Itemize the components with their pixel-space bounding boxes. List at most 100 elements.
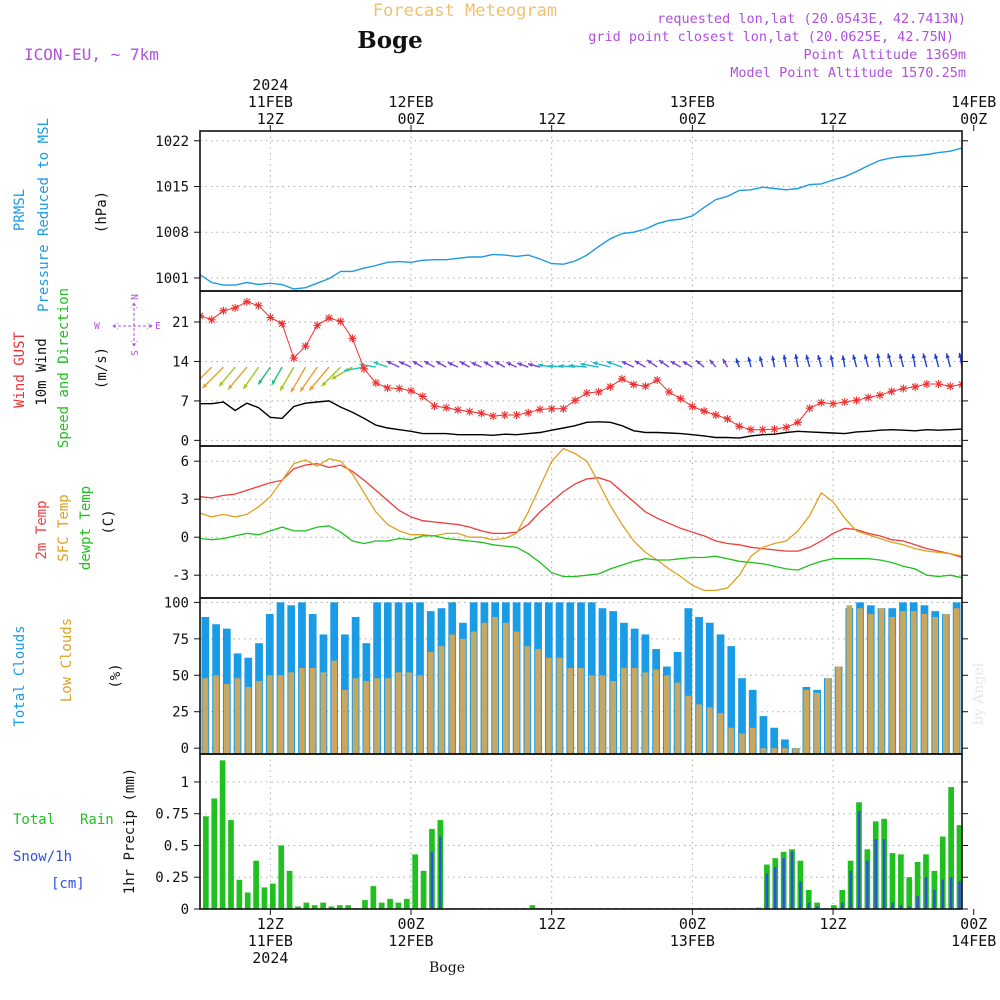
arrow-shaft bbox=[279, 366, 295, 391]
low-cloud-bar bbox=[814, 692, 820, 754]
precip-panel-labels: Total Rain Snow/1h [cm] 1hr Precip (mm) bbox=[13, 768, 138, 894]
arrow-shaft bbox=[299, 366, 318, 392]
x-tick-label-top: 12Z bbox=[819, 110, 846, 128]
rain-bar bbox=[328, 906, 335, 909]
wind-direction-arrow bbox=[898, 353, 905, 368]
temp2m-label: 2m Temp bbox=[34, 500, 50, 559]
low-cloud-bar bbox=[588, 675, 595, 754]
grid-point-coords: grid point closest lon,lat (20.0625E, 42… bbox=[588, 29, 954, 45]
low-cloud-bar bbox=[706, 707, 713, 754]
arrow-head bbox=[506, 362, 512, 367]
wind-direction-arrow bbox=[580, 362, 599, 368]
rain-bar bbox=[345, 905, 352, 909]
y-tick-label: 6 bbox=[181, 454, 189, 470]
arrow-head bbox=[271, 379, 276, 385]
rain-bar bbox=[898, 854, 904, 909]
gust-marker bbox=[348, 334, 357, 343]
y-tick-label: 1015 bbox=[155, 180, 189, 196]
gust-marker bbox=[324, 314, 333, 323]
gust-marker bbox=[899, 384, 908, 393]
gust-marker bbox=[793, 418, 802, 427]
x-tick-label-bottom: 12Z bbox=[819, 915, 846, 933]
wind-direction-arrow bbox=[782, 354, 787, 368]
wind-direction-arrow bbox=[386, 360, 400, 368]
x-tick-label-top: 12FEB bbox=[388, 93, 433, 111]
wind-direction-arrow bbox=[709, 359, 717, 368]
y-tick-label: 1001 bbox=[155, 271, 189, 287]
x-tick-label-top: 00Z bbox=[960, 110, 987, 128]
arrow-head bbox=[805, 354, 810, 360]
x-tick-label-bottom: 00Z bbox=[679, 915, 706, 933]
arrow-head bbox=[829, 355, 834, 360]
rain-bar bbox=[906, 877, 913, 909]
rain-bar bbox=[211, 798, 218, 909]
gust-marker bbox=[711, 411, 720, 419]
snow-bar bbox=[430, 851, 434, 909]
snow-bar bbox=[958, 881, 961, 909]
pressure-msl-label: Pressure Reduced to MSL bbox=[36, 118, 52, 312]
wind-direction-arrow bbox=[373, 361, 388, 368]
x-tick-label-bottom: 14FEB bbox=[951, 932, 996, 950]
x-tick-label-top: 00Z bbox=[679, 110, 706, 128]
wind-direction-arrow bbox=[470, 361, 482, 368]
wind-direction-arrow bbox=[321, 366, 342, 387]
low-cloud-bar bbox=[266, 675, 273, 754]
wind-direction-arrow bbox=[459, 360, 470, 368]
snow-bar bbox=[815, 906, 819, 909]
compass-w: W bbox=[94, 321, 100, 332]
low-cloud-bar bbox=[331, 660, 338, 754]
wind-direction-arrow bbox=[279, 366, 295, 391]
low-cloud-bar bbox=[256, 681, 262, 754]
x-tick-label-top: 2024 bbox=[252, 76, 288, 94]
clouds-panel-labels: Total Clouds Low Clouds (%) by Angel bbox=[12, 618, 987, 727]
arrow-head bbox=[228, 384, 233, 390]
arrow-head bbox=[735, 358, 740, 364]
arrow-head bbox=[386, 361, 392, 366]
snow-bar bbox=[907, 906, 911, 909]
y-tick-label: 100 bbox=[164, 595, 189, 611]
arrow-head bbox=[280, 385, 285, 391]
arrow-head bbox=[794, 354, 799, 359]
axis-layer: 1001 1008 1015 1022 0 7 14 21 -3 0 3 6 0 25 50 75 100 0 0.… bbox=[155, 76, 996, 967]
arrow-head bbox=[876, 353, 881, 359]
panel-frame bbox=[199, 290, 963, 447]
wind-direction-arrow bbox=[658, 359, 670, 368]
x-tick-label-top: 00Z bbox=[397, 110, 424, 128]
gust-marker bbox=[653, 376, 662, 385]
wind-direction-arrow bbox=[794, 354, 799, 368]
arrow-head bbox=[658, 360, 664, 365]
gust-marker bbox=[735, 422, 744, 431]
snow-bar bbox=[933, 889, 936, 909]
arrow-head bbox=[841, 355, 846, 361]
arrow-head bbox=[592, 361, 598, 366]
gust-marker bbox=[535, 405, 544, 414]
gust-marker bbox=[407, 386, 416, 395]
x-tick-label-top: 14FEB bbox=[951, 93, 996, 111]
rain-label: Rain bbox=[80, 812, 114, 828]
arrow-head bbox=[696, 360, 701, 365]
low-cloud-bar bbox=[524, 646, 531, 754]
x-tick-label-bottom: 13FEB bbox=[670, 932, 715, 950]
pressure-series bbox=[200, 147, 962, 290]
snow-bar bbox=[790, 851, 794, 909]
wind-direction-arrow bbox=[876, 353, 881, 368]
arrow-shaft bbox=[201, 366, 224, 389]
gust-marker bbox=[629, 380, 638, 389]
gust-marker bbox=[453, 405, 462, 414]
gust-marker bbox=[207, 315, 216, 324]
gust-marker bbox=[676, 394, 685, 403]
wind-direction-arrow bbox=[218, 366, 236, 387]
arrow-head bbox=[606, 361, 612, 366]
rain-bar bbox=[412, 854, 419, 909]
low-cloud-bar bbox=[889, 616, 896, 754]
rain-bar bbox=[378, 902, 385, 909]
wind-direction-arrow bbox=[483, 361, 494, 368]
low-cloud-bar bbox=[728, 727, 735, 754]
total-cloud-bar bbox=[781, 739, 789, 754]
wind-direction-arrow bbox=[290, 366, 307, 393]
y-tick-label: 1008 bbox=[155, 225, 189, 241]
gust-marker bbox=[618, 374, 627, 383]
arrow-head bbox=[538, 363, 543, 368]
rain-bar bbox=[948, 787, 954, 909]
rain-bar bbox=[286, 870, 293, 909]
